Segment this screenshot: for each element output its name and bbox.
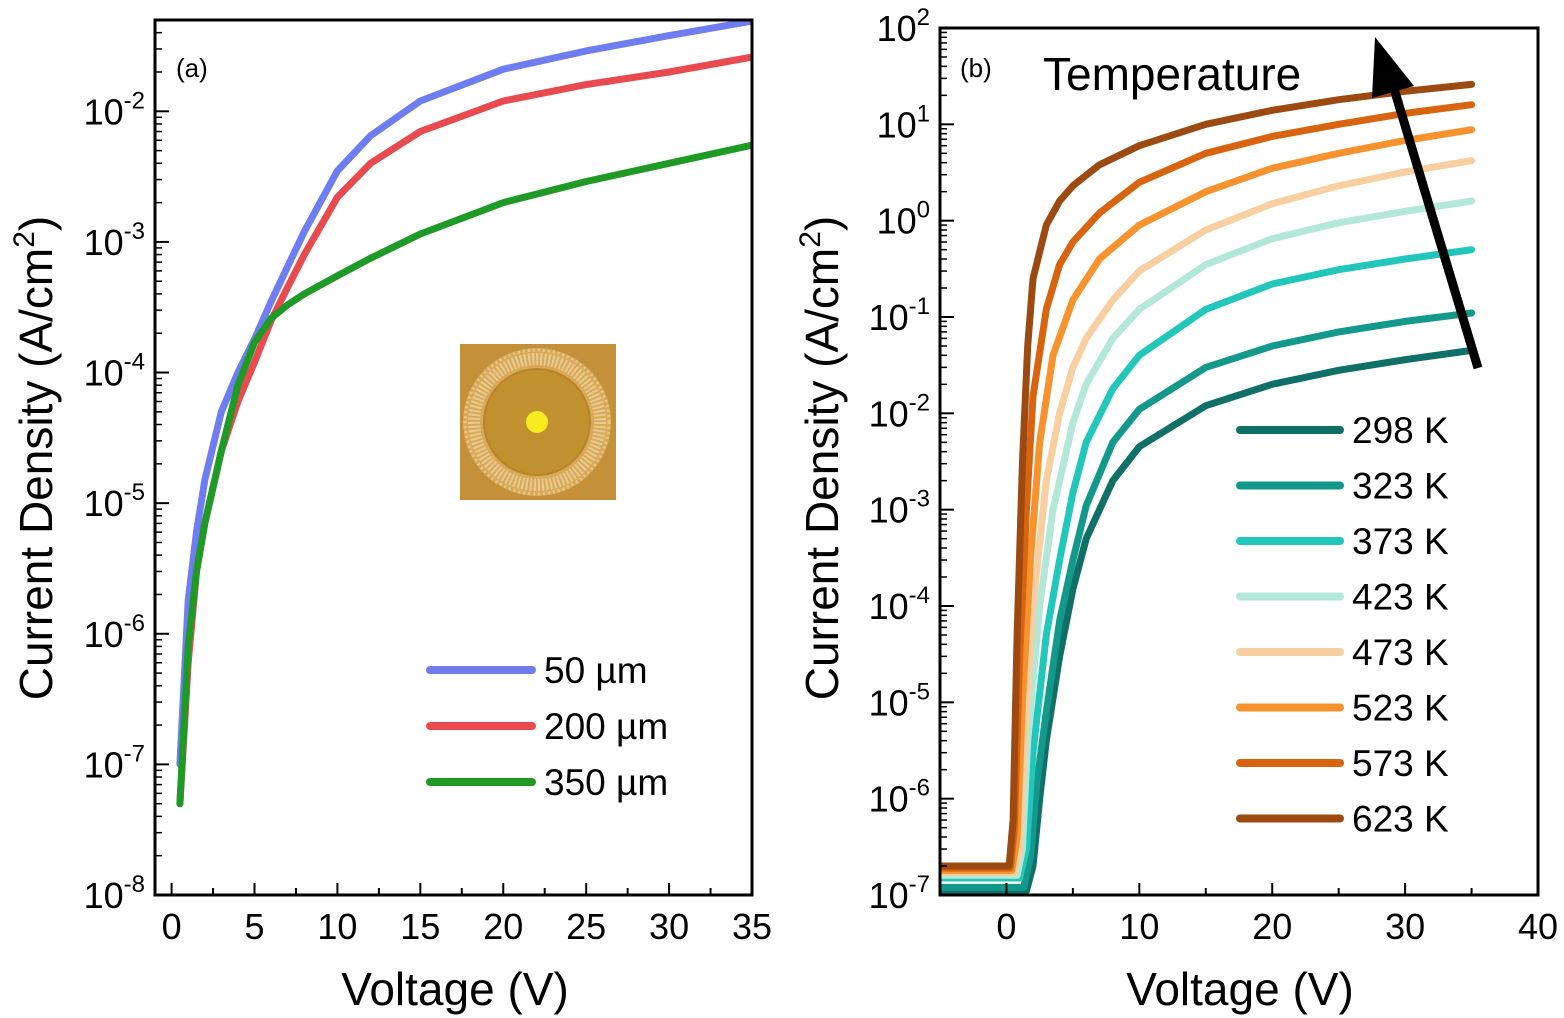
x-tick-label: 25: [566, 906, 606, 947]
y-tick-label: 10-7: [84, 740, 145, 785]
y-tick-label: 10-4: [869, 582, 930, 627]
temperature-arrow-shaft: [1387, 80, 1483, 370]
y-tick-label: 10-2: [84, 87, 145, 132]
series-line: [940, 80, 1476, 870]
panel-b-series-group: [940, 80, 1476, 895]
panel-b-y-axis-title: Current Density (A/cm2): [794, 216, 848, 700]
panel-a-y-axis-title: Current Density (A/cm2): [8, 216, 62, 700]
series-line: [940, 346, 1476, 895]
x-tick-label: 35: [732, 906, 772, 947]
series-line: [176, 20, 752, 768]
legend-label: 623 K: [1352, 799, 1449, 840]
panel-a-legend: 50 µm 200 µm 350 µm: [426, 650, 668, 803]
panel-a-label: (a): [176, 53, 208, 83]
series-line: [176, 141, 752, 808]
legend-label: 523 K: [1352, 688, 1449, 729]
panel-b-chart: 0 10 20 30 40 10-710-610-510-410-310-210-110…: [794, 4, 1558, 1015]
legend-label: 373 K: [1352, 521, 1449, 562]
y-tick-label: 10-3: [84, 218, 145, 263]
y-tick-label: 10-7: [869, 871, 930, 916]
y-tick-label: 10-8: [84, 871, 145, 916]
panel-b-y-ticks: 10-7 10-6 10-5 10-4 10-3 10-2 10-1 100 101 102: [869, 4, 954, 916]
x-tick-label: 10: [1119, 906, 1159, 947]
panel-b-x-axis-title: Voltage (V): [1126, 963, 1354, 1015]
y-tick-label: 100: [877, 197, 930, 242]
series-line: [940, 309, 1476, 891]
legend-label: 298 K: [1352, 410, 1449, 451]
legend-label: 573 K: [1352, 743, 1449, 784]
temperature-annotation: Temperature: [1043, 48, 1301, 100]
panel-a-frame: [153, 18, 754, 897]
y-tick-label: 10-2: [869, 389, 930, 434]
x-tick-label: 30: [1385, 906, 1425, 947]
panel-a-series-group: [176, 20, 752, 808]
panel-b-x-ticks: 0 10 20 30 40: [996, 883, 1558, 947]
legend-label: 323 K: [1352, 466, 1449, 507]
x-tick-label: 15: [400, 906, 440, 947]
panel-b-frame: [938, 26, 1540, 897]
temperature-arrow-head: [1372, 37, 1414, 98]
x-tick-label: 10: [317, 906, 357, 947]
panel-a-x-ticks: 0 5 10 15 20 25 30 35: [162, 883, 772, 947]
x-tick-label: 5: [244, 906, 264, 947]
y-tick-label: 10-1: [869, 293, 930, 338]
y-tick-label: 10-4: [84, 349, 145, 394]
x-tick-label: 30: [649, 906, 689, 947]
legend-label: 200 µm: [544, 706, 668, 747]
device-micrograph-inset: [460, 344, 616, 500]
panel-a-chart: 0 5 10 15 20 25 30 35 10-810-710-610-510-410-31…: [8, 18, 772, 1015]
x-tick-label: 20: [483, 906, 523, 947]
y-tick-label: 10-5: [84, 479, 145, 524]
x-tick-label: 20: [1252, 906, 1292, 947]
y-tick-label: 10-6: [84, 610, 145, 655]
y-tick-label: 101: [877, 100, 930, 145]
y-tick-label: 10-3: [869, 486, 930, 531]
panel-b-label: (b): [960, 53, 992, 83]
legend-label: 50 µm: [544, 650, 648, 691]
legend-label: 423 K: [1352, 577, 1449, 618]
panel-b-legend: 298 K 323 K 373 K 423 K 473 K 523 K 573 K 623 K: [1236, 410, 1449, 840]
legend-label: 473 K: [1352, 632, 1449, 673]
y-tick-label: 102: [877, 4, 930, 49]
x-tick-label: 40: [1518, 906, 1558, 947]
y-tick-label: 10-6: [869, 775, 930, 820]
legend-label: 350 µm: [544, 762, 668, 803]
series-line: [940, 246, 1476, 882]
panel-a-x-axis-title: Voltage (V): [341, 963, 569, 1015]
x-tick-label: 0: [996, 906, 1016, 947]
y-tick-label: 10-5: [869, 678, 930, 723]
series-line: [940, 157, 1476, 877]
x-tick-label: 0: [162, 906, 182, 947]
panel-a-y-ticks: 10-8 10-7 10-6 10-5 10-4 10-3 10-2: [84, 19, 169, 916]
